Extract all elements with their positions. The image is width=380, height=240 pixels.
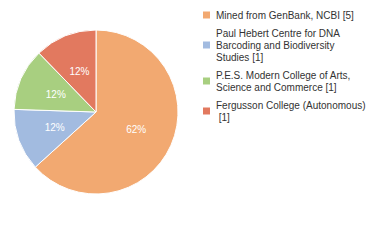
svg-text:[1]: [1] [216,112,230,123]
svg-text:Fergusson College (Autonomous): Fergusson College (Autonomous) [216,100,366,111]
svg-text:Paul Hebert Centre for DNA: Paul Hebert Centre for DNA [216,28,342,39]
svg-text:P.E.S. Modern College of Arts,: P.E.S. Modern College of Arts, [216,70,353,81]
svg-text:Barcoding and Biodiversity: Barcoding and Biodiversity [216,40,337,51]
svg-text:12%: 12% [45,122,65,133]
svg-text:Studies [1]: Studies [1] [216,52,263,63]
svg-text:12%: 12% [69,66,89,77]
svg-text:Science and Commerce [1]: Science and Commerce [1] [216,82,337,93]
svg-text:12%: 12% [46,89,66,100]
svg-text:Mined from GenBank, NCBI [5]: Mined from GenBank, NCBI [5] [216,10,354,21]
svg-text:62%: 62% [126,124,146,135]
